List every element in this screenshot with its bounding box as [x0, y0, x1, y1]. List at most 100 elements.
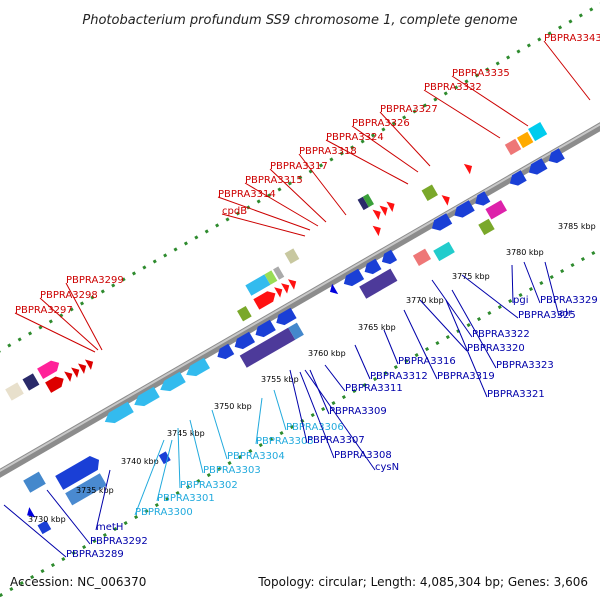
gene-feature[interactable]	[64, 369, 75, 382]
gene-feature[interactable]	[362, 258, 382, 277]
gene-feature[interactable]	[288, 322, 304, 340]
gene-feature[interactable]	[37, 520, 52, 535]
gene-feature[interactable]	[45, 374, 67, 393]
gene-feature[interactable]	[253, 319, 276, 340]
gene-feature[interactable]	[451, 200, 475, 220]
gene-label[interactable]: PBPRA3302	[180, 480, 238, 491]
gene-label[interactable]: PBPRA3300	[135, 507, 193, 518]
gene-feature[interactable]	[55, 453, 103, 490]
gene-feature[interactable]	[23, 471, 46, 493]
gene-feature[interactable]	[379, 249, 398, 267]
gene-label[interactable]: PBPRA3318	[299, 146, 357, 157]
gene-label[interactable]: PBPRA3312	[370, 371, 428, 382]
gene-feature[interactable]	[84, 357, 96, 370]
gene-label[interactable]: PBPRA3317	[270, 161, 328, 172]
gene-feature[interactable]	[288, 276, 299, 290]
gene-feature[interactable]	[131, 386, 160, 410]
gene-label[interactable]: PBPRA3298	[40, 290, 98, 301]
gene-label[interactable]: PBPRA3326	[352, 118, 410, 129]
gene-label[interactable]: PBPRA3329	[540, 295, 598, 306]
gene-label[interactable]: metH	[96, 522, 123, 533]
gene-label[interactable]: PBPRA3321	[487, 389, 545, 400]
gene-label[interactable]: PBPRA3297	[15, 305, 73, 316]
gene-feature[interactable]	[24, 507, 36, 520]
gene-feature[interactable]	[472, 191, 491, 208]
gene-feature[interactable]	[357, 196, 369, 211]
gene-feature[interactable]	[504, 138, 522, 156]
gene-label[interactable]: PBPRA3303	[203, 465, 261, 476]
gene-feature[interactable]	[37, 358, 62, 380]
gene-feature[interactable]	[237, 305, 252, 322]
gene-feature[interactable]	[441, 192, 453, 206]
gene-feature[interactable]	[232, 331, 256, 352]
gene-feature[interactable]	[264, 270, 278, 285]
gene-feature[interactable]	[284, 248, 300, 264]
gene-feature[interactable]	[214, 343, 235, 362]
gene-label[interactable]: PBPRA3332	[424, 82, 482, 93]
gene-label[interactable]: PBPRA3307	[307, 435, 365, 446]
gene-feature[interactable]	[341, 268, 365, 289]
gene-label[interactable]: PBPRA3324	[326, 132, 384, 143]
gene-label[interactable]: PBPRA3343	[544, 33, 600, 44]
gene-label[interactable]: PBPRA3292	[90, 536, 148, 547]
gene-feature[interactable]	[273, 266, 285, 280]
gene-label[interactable]: PBPRA3316	[398, 356, 456, 367]
gene-feature[interactable]	[65, 473, 107, 506]
gene-feature[interactable]	[157, 371, 186, 395]
gene-feature[interactable]	[274, 284, 285, 298]
gene-label[interactable]: PBPRA3305	[256, 436, 314, 447]
gene-label[interactable]: PBPRA3301	[157, 493, 215, 504]
gene-label[interactable]: PBPRA3289	[66, 549, 124, 560]
gene-feature[interactable]	[372, 207, 384, 221]
gene-feature[interactable]	[478, 218, 495, 236]
gene-feature[interactable]	[528, 122, 548, 142]
gene-feature[interactable]	[78, 361, 89, 374]
gene-label[interactable]: PBPRA3314	[218, 189, 276, 200]
gene-label[interactable]: PBPRA3306	[286, 422, 344, 433]
gene-feature[interactable]	[22, 373, 40, 391]
gene-feature[interactable]	[379, 203, 390, 217]
gene-feature[interactable]	[359, 268, 398, 299]
gene-label[interactable]: cpdB	[222, 206, 247, 217]
gene-label[interactable]: PBPRA3309	[329, 406, 387, 417]
gene-feature[interactable]	[429, 213, 453, 233]
gene-label[interactable]: cysN	[375, 462, 399, 473]
gene-feature[interactable]	[281, 280, 292, 294]
gene-feature[interactable]	[516, 131, 534, 149]
gene-label[interactable]: alr	[559, 308, 573, 319]
gene-feature[interactable]	[239, 327, 296, 368]
gene-feature[interactable]	[412, 248, 432, 266]
gene-label[interactable]: PBPRA3308	[334, 450, 392, 461]
gene-feature[interactable]	[485, 200, 507, 220]
gene-label[interactable]: PBPRA3325	[518, 310, 576, 321]
gene-label[interactable]: pgi	[513, 295, 528, 306]
gene-feature[interactable]	[183, 357, 211, 380]
gene-feature[interactable]	[5, 382, 24, 401]
gene-feature[interactable]	[507, 170, 527, 188]
gene-feature[interactable]	[433, 241, 455, 262]
gene-feature[interactable]	[526, 158, 548, 177]
gene-feature[interactable]	[463, 161, 475, 175]
gene-feature[interactable]	[421, 184, 438, 201]
gene-label[interactable]: PBPRA3320	[467, 343, 525, 354]
gene-feature[interactable]	[372, 223, 384, 237]
gene-feature[interactable]	[253, 288, 278, 310]
gene-feature[interactable]	[362, 193, 374, 208]
gene-feature[interactable]	[327, 283, 339, 297]
gene-feature[interactable]	[546, 148, 565, 166]
gene-feature[interactable]	[273, 307, 297, 328]
gene-label[interactable]: PBPRA3323	[496, 360, 554, 371]
gene-label[interactable]: PBPRA3299	[66, 275, 124, 286]
gene-feature[interactable]	[158, 451, 171, 465]
gene-feature[interactable]	[245, 274, 271, 296]
gene-label[interactable]: PBPRA3319	[437, 371, 495, 382]
gene-label[interactable]: PBPRA3315	[245, 175, 303, 186]
gene-feature[interactable]	[71, 365, 82, 378]
gene-feature[interactable]	[386, 199, 397, 213]
gene-label[interactable]: PBPRA3327	[380, 104, 438, 115]
gene-label[interactable]: PBPRA3311	[345, 383, 403, 394]
gene-label[interactable]: PBPRA3304	[227, 451, 285, 462]
gene-feature[interactable]	[102, 401, 134, 427]
gene-label[interactable]: PBPRA3322	[472, 329, 530, 340]
gene-label[interactable]: PBPRA3335	[452, 68, 510, 79]
